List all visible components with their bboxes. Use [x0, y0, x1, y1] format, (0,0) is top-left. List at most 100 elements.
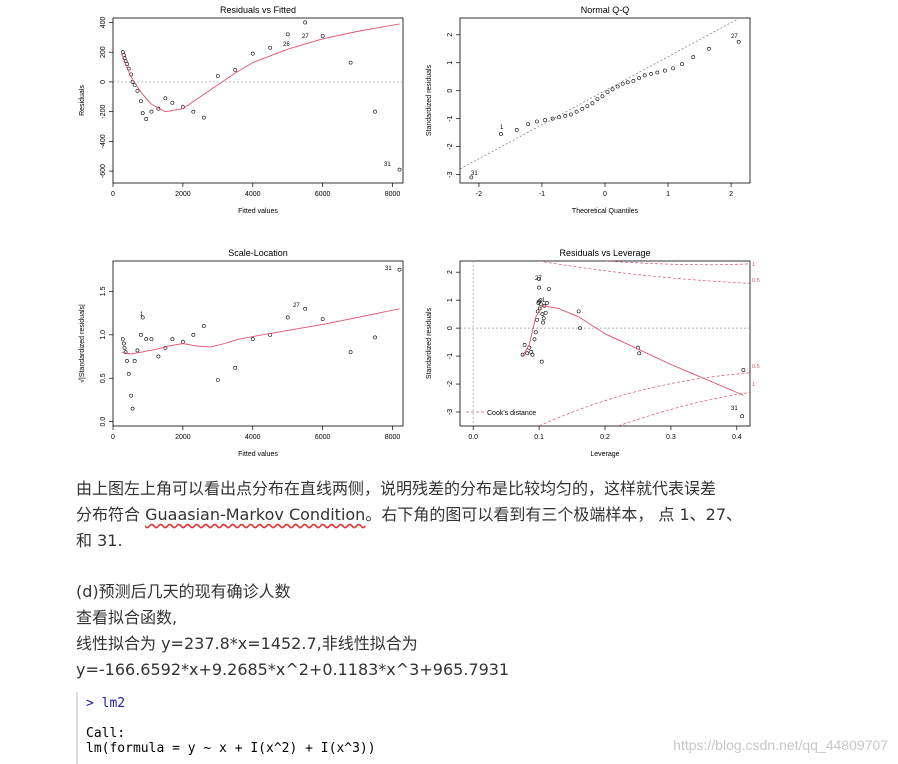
data-point [130, 406, 135, 411]
data-point [605, 90, 610, 95]
data-point [541, 316, 546, 321]
x-tick-label: 0 [111, 191, 115, 198]
data-point [520, 352, 525, 357]
data-point [348, 350, 353, 355]
point-label: 1 [542, 298, 546, 304]
data-point [535, 317, 540, 322]
y-tick-label: -200 [100, 105, 107, 119]
data-point [250, 51, 255, 56]
paragraph-2-line-3: 线性拟合为 y=237.8*x=1452.7,非线性拟合为 [76, 634, 418, 653]
y-tick-label: -1 [447, 353, 454, 359]
y-tick-label: -400 [100, 134, 107, 148]
plot-frame [459, 17, 751, 184]
data-point [538, 298, 543, 303]
y-tick-label: -2 [447, 381, 454, 387]
data-point [233, 68, 238, 72]
y-tick-label: -3 [447, 409, 454, 415]
plot-frame [459, 260, 751, 427]
panel-title: Scale-Location [228, 248, 288, 258]
y-tick-label: 0.5 [100, 373, 107, 383]
data-point [590, 101, 595, 106]
data-point [537, 277, 541, 282]
data-point [140, 111, 145, 116]
diagnostic-plots-figure: Residuals vs Fitted Fitted values Residual… [78, 5, 760, 458]
plot-area [120, 267, 402, 411]
data-point [499, 132, 503, 136]
data-point [550, 116, 555, 121]
y-tick-label: 0 [100, 80, 107, 84]
data-point [543, 310, 548, 315]
data-point [649, 72, 653, 76]
y-tick-label: 2 [447, 33, 454, 37]
x-tick-label: 0 [111, 434, 115, 441]
point-label: 1 [500, 125, 504, 131]
data-point [120, 337, 125, 342]
diagnostic-plots-svg: Residuals vs Fitted Fitted values Residual… [78, 5, 760, 458]
data-point [180, 339, 185, 344]
panel-title: Residuals vs Fitted [220, 5, 296, 15]
data-point [140, 315, 145, 320]
panel-title: Normal Q-Q [581, 5, 630, 15]
y-tick-label: 400 [100, 17, 107, 29]
x-axis-label: Theoretical Quantiles [572, 208, 639, 215]
data-point [545, 301, 549, 305]
guaasian-markov-term: Guaasian-Markov Condition [145, 505, 366, 524]
data-point [574, 109, 579, 114]
cooks-distance-contour [538, 372, 750, 426]
panel-4: Residuals vs Leverage Leverage Standardize… [426, 248, 751, 458]
point-label: 1 [140, 312, 144, 318]
plot-area [113, 20, 403, 172]
watermark: https://blog.csdn.net/qq_44809707 [673, 737, 888, 753]
data-point [122, 345, 127, 350]
data-point [655, 70, 660, 75]
x-tick-label: 4000 [245, 434, 261, 441]
data-point [522, 342, 527, 347]
data-point [135, 348, 140, 353]
data-point [303, 306, 308, 311]
data-point [547, 287, 551, 291]
data-point [233, 365, 238, 370]
data-point [149, 109, 154, 114]
contour-label: 1 [752, 262, 755, 268]
data-point [557, 115, 561, 120]
data-point [736, 39, 741, 44]
x-tick-label: 2000 [175, 191, 191, 198]
y-tick-label: 1.5 [100, 286, 107, 296]
point-label: 27 [535, 276, 542, 282]
x-axis-label: Fitted values [238, 208, 278, 215]
data-point [250, 337, 255, 342]
x-tick-label: 8000 [385, 191, 401, 198]
x-tick-label: 2000 [175, 434, 191, 441]
data-point [526, 122, 530, 127]
panel-3: Scale-Location Fitted values √|Standardize… [78, 248, 404, 458]
panel-1: Residuals vs Fitted Fitted values Residual… [79, 5, 404, 215]
contour-label: 1 [752, 382, 755, 388]
data-point [637, 76, 641, 81]
point-label: 31 [731, 406, 738, 412]
data-point [541, 320, 545, 325]
data-point [135, 88, 140, 93]
panel-title: Residuals vs Leverage [559, 248, 650, 258]
contour-label: 0.5 [752, 278, 760, 284]
data-point [540, 312, 545, 317]
data-point [139, 332, 143, 337]
data-point [139, 99, 143, 104]
data-point [671, 66, 675, 71]
data-point [740, 414, 744, 419]
paragraph-2-line-2: 查看拟合函数, [76, 608, 178, 627]
y-tick-label: 2 [447, 270, 454, 274]
data-point [514, 127, 519, 132]
point-label: 26 [283, 42, 290, 48]
data-point [126, 371, 131, 376]
x-tick-label: 0.3 [666, 434, 676, 441]
code-prompt: > lm2 [86, 696, 126, 711]
y-tick-label: 1 [447, 61, 454, 65]
data-point [285, 32, 290, 37]
smooth-line [522, 305, 744, 396]
data-point [201, 324, 206, 329]
paragraph-2-line-1: (d)预测后几天的现有确诊人数 [76, 582, 291, 601]
data-point [285, 315, 290, 320]
qq-reference-line [460, 18, 741, 170]
point-label: 27 [302, 34, 309, 40]
data-point [149, 337, 154, 342]
